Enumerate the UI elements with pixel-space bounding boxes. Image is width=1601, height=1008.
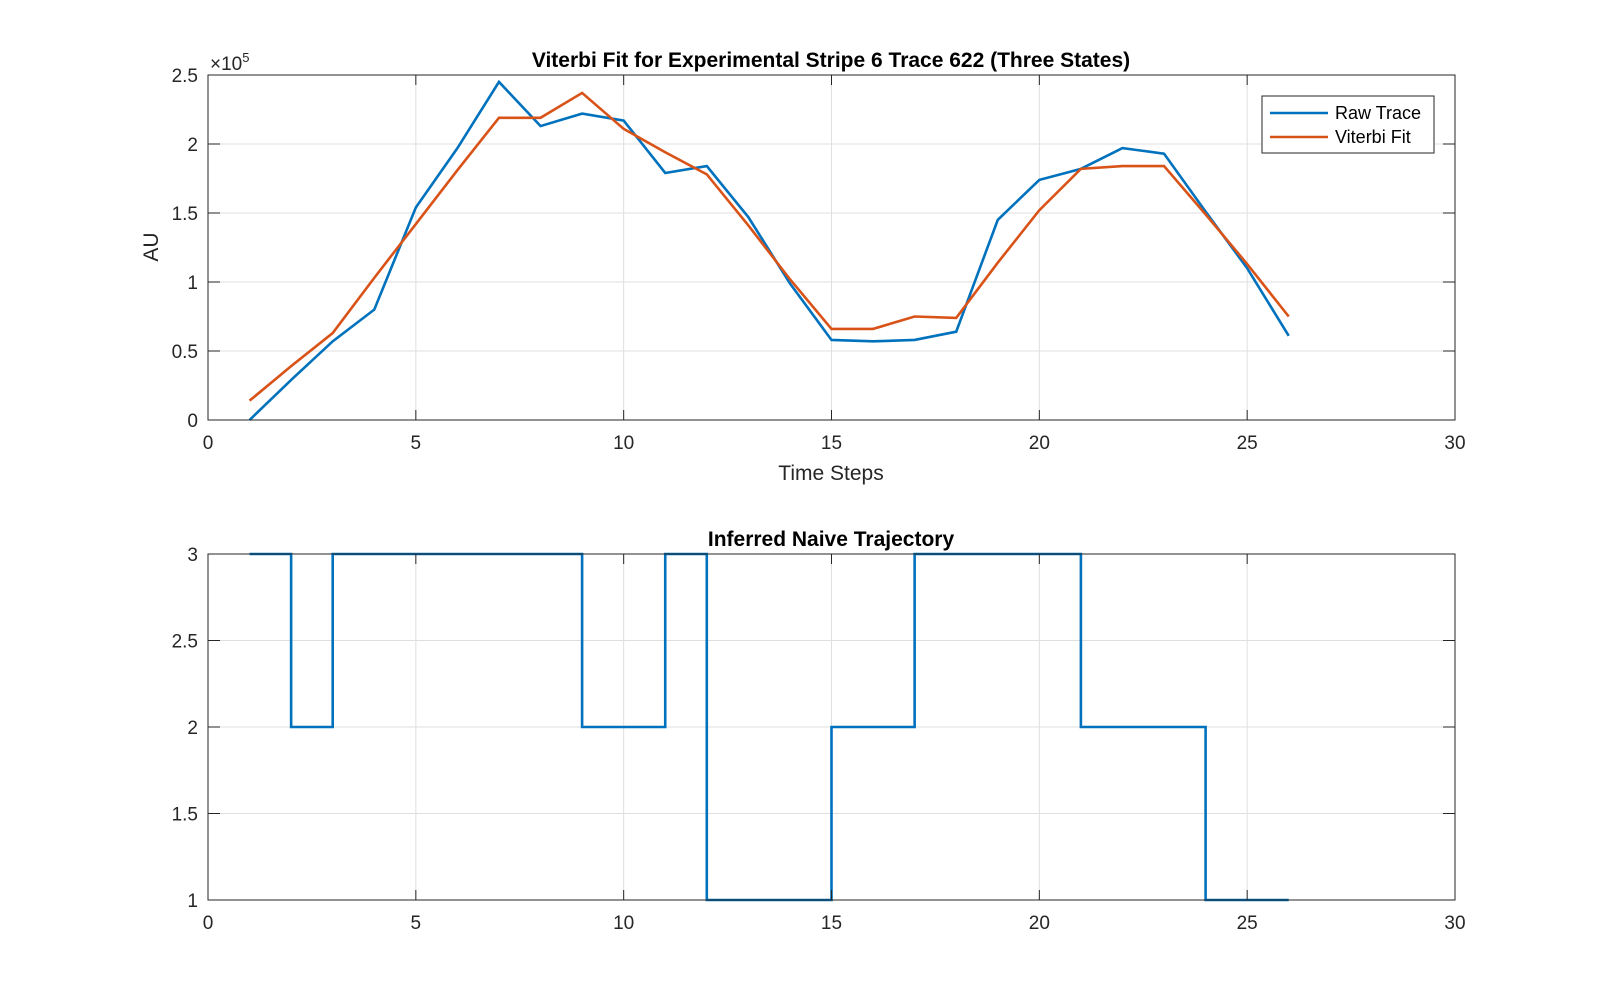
y-tick-label: 1.5 <box>172 805 198 826</box>
x-tick-label: 15 <box>821 433 842 454</box>
plot1-tick-marks <box>207 74 1456 421</box>
plot1-y-exponent: ×105 <box>210 50 249 75</box>
legend-box <box>1261 95 1435 154</box>
y-tick-label: 0 <box>187 411 198 432</box>
y-tick-label: 2.5 <box>172 632 198 653</box>
x-tick-label: 15 <box>821 913 842 934</box>
plot1-y-tick-labels: 0 0.5 1 1.5 2 2.5 <box>172 66 198 432</box>
viterbi-fit-plot: 0 5 10 15 20 25 30 0 0.5 1 1.5 2 2.5 Viterbi Fit fo… <box>140 49 1466 485</box>
y-tick-label: 0.5 <box>172 342 198 363</box>
x-tick-label: 5 <box>411 913 422 934</box>
x-tick-label: 0 <box>203 913 214 934</box>
y-tick-label: 1.5 <box>172 204 198 225</box>
x-tick-label: 0 <box>203 433 214 454</box>
x-tick-label: 20 <box>1029 433 1050 454</box>
plot1-y-exponent-base: ×10 <box>210 54 242 75</box>
plot1-legend: Raw Trace Viterbi Fit <box>1261 95 1435 154</box>
plot2-title: Inferred Naive Trajectory <box>708 528 955 551</box>
y-tick-label: 1 <box>187 273 198 294</box>
x-tick-label: 5 <box>411 433 422 454</box>
plot1-title: Viterbi Fit for Experimental Stripe 6 Tr… <box>532 49 1130 72</box>
legend-raw-trace-label: Raw Trace <box>1335 103 1421 123</box>
y-tick-label: 3 <box>187 545 198 566</box>
x-tick-label: 20 <box>1029 913 1050 934</box>
plot1-y-exponent-power: 5 <box>242 50 249 65</box>
plot2-y-tick-labels: 1 1.5 2 2.5 3 <box>172 545 198 912</box>
x-tick-label: 30 <box>1444 433 1465 454</box>
y-tick-label: 2 <box>187 718 198 739</box>
x-tick-label: 25 <box>1237 433 1258 454</box>
y-tick-label: 2.5 <box>172 66 198 87</box>
inferred-trajectory-plot: 0 5 10 15 20 25 30 1 1.5 2 2.5 3 Inferred Naive Tr… <box>172 528 1466 934</box>
y-tick-label: 2 <box>187 135 198 156</box>
x-tick-label: 25 <box>1237 913 1258 934</box>
x-tick-label: 30 <box>1444 913 1465 934</box>
plot1-x-axis-label: Time Steps <box>778 462 883 485</box>
plot2-x-tick-labels: 0 5 10 15 20 25 30 <box>203 913 1466 934</box>
legend-viterbi-fit-label: Viterbi Fit <box>1335 127 1411 147</box>
plot1-x-tick-labels: 0 5 10 15 20 25 30 <box>203 433 1466 454</box>
plot2-tick-marks <box>207 553 1456 901</box>
plot1-series <box>248 79 1290 421</box>
x-tick-label: 10 <box>613 433 634 454</box>
x-tick-label: 10 <box>613 913 634 934</box>
plot1-y-axis-label: AU <box>140 232 163 261</box>
viterbi-fit-series-line <box>248 91 1290 402</box>
y-tick-label: 1 <box>187 891 198 912</box>
